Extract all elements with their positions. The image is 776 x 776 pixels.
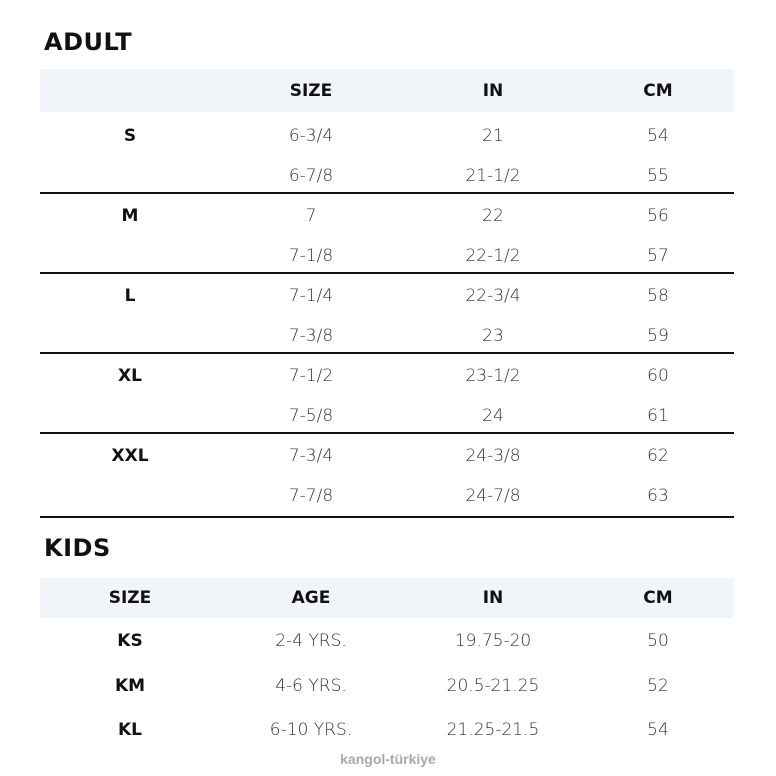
size-label: XXL <box>111 446 149 466</box>
adult-header-row <box>40 69 734 112</box>
group-divider <box>40 516 734 518</box>
column-header: IN <box>482 588 504 608</box>
size-label: S <box>123 126 137 146</box>
column-header: CM <box>643 81 673 101</box>
table-cell: 7-1/2 <box>288 366 334 386</box>
table-cell: 56 <box>647 206 669 226</box>
table-cell: 57 <box>647 246 669 266</box>
table-cell: 62 <box>647 446 669 466</box>
table-cell: 22 <box>482 206 504 226</box>
adult-title: ADULT <box>44 28 133 56</box>
kids-title: KIDS <box>44 534 111 562</box>
table-cell: 61 <box>647 406 669 426</box>
table-cell: 54 <box>647 720 669 740</box>
size-label: L <box>124 286 136 306</box>
column-header: IN <box>482 81 504 101</box>
table-cell: 19.75-20 <box>454 631 532 651</box>
table-cell: 7 <box>305 206 317 226</box>
table-cell: 21 <box>482 126 504 146</box>
group-divider <box>40 432 734 434</box>
table-cell: 63 <box>647 486 669 506</box>
table-cell: 54 <box>647 126 669 146</box>
table-cell: 21-1/2 <box>465 166 521 186</box>
size-label: M <box>121 206 139 226</box>
table-cell: 7-7/8 <box>288 486 334 506</box>
table-cell: 21.25-21.5 <box>446 720 540 740</box>
column-header: CM <box>643 588 673 608</box>
table-cell: 2-4 YRS. <box>275 631 347 651</box>
table-cell: 59 <box>647 326 669 346</box>
group-divider <box>40 272 734 274</box>
table-cell: 4-6 YRS. <box>275 675 347 696</box>
size-label: KS <box>117 631 143 651</box>
table-cell: 24 <box>482 406 504 426</box>
table-cell: 23 <box>482 326 504 346</box>
table-cell: 24-7/8 <box>465 486 521 506</box>
table-cell: 22-1/2 <box>465 246 521 266</box>
table-cell: 24-3/8 <box>465 446 521 466</box>
table-cell: 55 <box>647 166 669 186</box>
table-cell: 7-5/8 <box>288 406 334 426</box>
size-label: KL <box>117 720 143 740</box>
kids-header-row <box>40 578 734 618</box>
group-divider <box>40 192 734 194</box>
table-cell: 6-7/8 <box>288 166 334 186</box>
table-cell: 52 <box>647 675 669 696</box>
column-header: SIZE <box>289 81 333 101</box>
table-cell: 50 <box>647 631 669 651</box>
watermark: kangol-türkiye <box>340 751 436 767</box>
table-cell: 6-10 YRS. <box>269 720 353 740</box>
table-cell: 20.5-21.25 <box>446 675 540 696</box>
table-cell: 7-3/4 <box>288 446 334 466</box>
column-header: AGE <box>291 588 331 608</box>
table-cell: 60 <box>647 366 669 386</box>
table-cell: 6-3/4 <box>288 126 334 146</box>
table-cell: 22-3/4 <box>465 286 521 306</box>
table-cell: 23-1/2 <box>465 366 521 386</box>
group-divider <box>40 352 734 354</box>
size-label: KM <box>114 675 146 696</box>
column-header: SIZE <box>108 588 152 608</box>
table-cell: 7-1/4 <box>288 286 334 306</box>
table-cell: 58 <box>647 286 669 306</box>
size-label: XL <box>118 366 142 386</box>
table-cell: 7-3/8 <box>288 326 334 346</box>
table-cell: 7-1/8 <box>288 246 334 266</box>
